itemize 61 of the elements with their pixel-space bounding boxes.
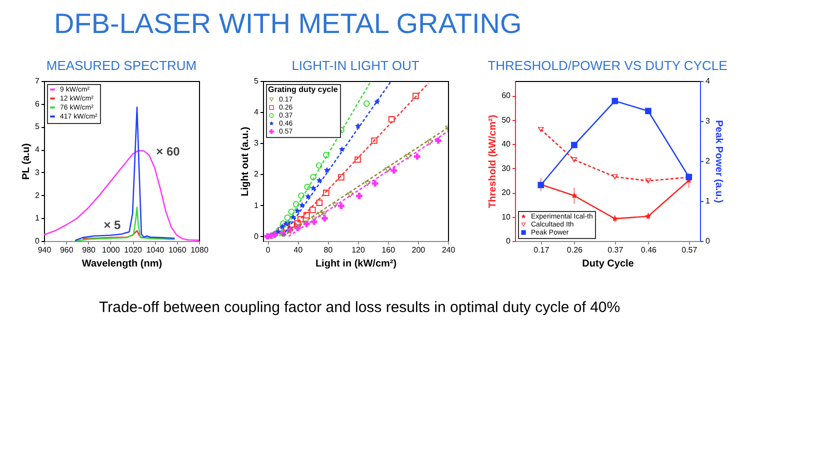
annotation: × 5 <box>104 218 122 232</box>
y-tick-label: 5 <box>35 122 40 132</box>
x-tick-label: 940 <box>38 246 52 254</box>
y-tick-label: 0 <box>254 232 260 241</box>
legend-title: Grating duty cycle <box>268 85 338 94</box>
chart-title: MEASURED SPECTRUM <box>46 58 197 73</box>
text: DFB-LASER WITH METAL GRATING <box>54 8 522 39</box>
x-tick-label: 240 <box>442 246 456 254</box>
y-axis-title: Threshold (kW/cm²) <box>488 114 499 208</box>
y2-tick-label: 0 <box>706 236 710 246</box>
y-tick-label: 60 <box>502 91 512 100</box>
x-tick-label: 0.17 <box>534 246 550 254</box>
x-tick-label: 0.57 <box>682 246 698 254</box>
y2-axis-title: Peak Power (a.u.) <box>712 120 724 203</box>
y-axis-title: Light out (a.u.) <box>240 126 252 196</box>
y-tick-label: 0 <box>35 236 40 246</box>
x-axis-title: Light in (kW/cm²) <box>315 258 397 270</box>
x-tick-label: 0.37 <box>608 246 624 254</box>
x-tick-label: 1020 <box>124 246 143 254</box>
x-tick-label: 1000 <box>102 246 120 254</box>
y2-tick-label: 1 <box>706 196 710 206</box>
chart-title: THRESHOLD/POWER VS DUTY CYCLE <box>488 58 728 73</box>
x-tick-label: 980 <box>82 246 96 254</box>
x-tick-label: 160 <box>382 246 396 254</box>
y-tick-label: 50 <box>502 115 512 124</box>
x-tick-label: 120 <box>352 246 366 254</box>
y-axis-title: PL (a.u) <box>21 143 32 180</box>
y-tick-label: 1 <box>35 214 40 223</box>
y2-tick-label: 3 <box>706 116 710 126</box>
y-tick-label: 7 <box>35 76 40 86</box>
y-tick-label: 4 <box>254 108 260 117</box>
y2-tick-label: 2 <box>706 156 710 166</box>
text: Trade-off between coupling factor and loss results in optimal duty cycle of 40% <box>99 299 620 316</box>
x-tick-label: 1060 <box>168 246 187 254</box>
x-tick-label: 80 <box>324 246 334 254</box>
y-tick-label: 0 <box>506 236 512 246</box>
x-axis-title: Duty Cycle <box>582 258 634 270</box>
y-tick-label: 10 <box>502 212 512 222</box>
x-tick-label: 1040 <box>146 246 165 254</box>
chart-title: LIGHT-IN LIGHT OUT <box>292 58 420 73</box>
y-tick-label: 40 <box>502 140 512 149</box>
x-axis-title: Wavelength (nm) <box>82 258 162 270</box>
y-tick-label: 30 <box>502 164 512 173</box>
y-tick-label: 3 <box>35 168 40 177</box>
x-tick-label: 0 <box>266 246 271 254</box>
y-tick-label: 5 <box>254 76 260 86</box>
y-tick-label: 6 <box>35 99 40 108</box>
x-tick-label: 1080 <box>190 246 209 254</box>
y-tick-label: 2 <box>35 190 40 200</box>
y2-tick-label: 4 <box>706 76 710 86</box>
x-tick-label: 40 <box>294 246 304 254</box>
y-tick-label: 2 <box>254 170 260 179</box>
y-tick-label: 1 <box>254 200 260 210</box>
x-tick-label: 960 <box>60 246 74 254</box>
y-tick-label: 4 <box>35 145 40 154</box>
x-tick-label: 0.26 <box>566 246 584 254</box>
annotation: × 60 <box>156 144 180 158</box>
y-tick-label: 3 <box>254 138 260 148</box>
y-tick-label: 20 <box>502 188 512 198</box>
x-tick-label: 200 <box>412 246 426 254</box>
x-tick-label: 0.46 <box>640 246 658 254</box>
